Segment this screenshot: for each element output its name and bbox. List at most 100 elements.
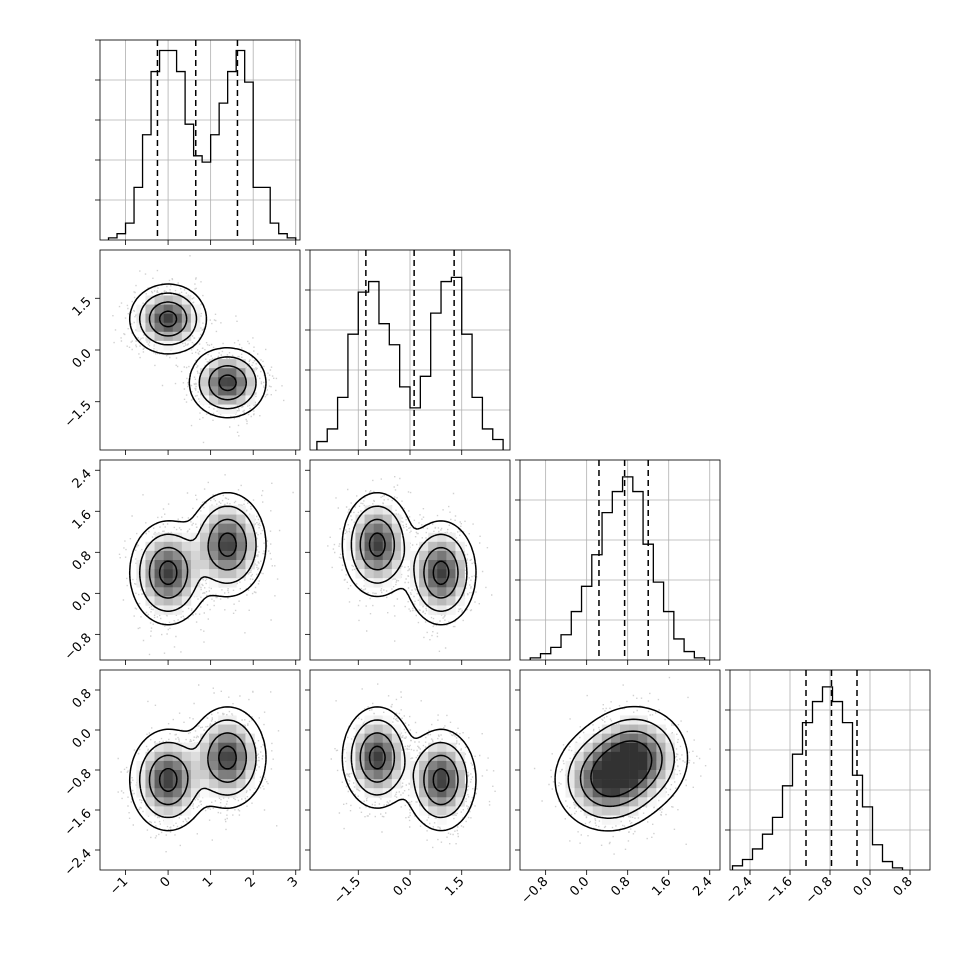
density-cell bbox=[218, 395, 228, 405]
density-cell bbox=[236, 751, 246, 762]
density-cell bbox=[163, 340, 174, 351]
density-cell bbox=[154, 560, 164, 570]
density-cell bbox=[209, 532, 219, 543]
density-cell bbox=[364, 742, 374, 753]
density-cell bbox=[382, 569, 393, 579]
density-cell bbox=[190, 770, 201, 780]
density-cell bbox=[245, 751, 255, 762]
y-tick-label: 1.6 bbox=[70, 508, 95, 533]
density-cell bbox=[647, 770, 657, 780]
density-cell bbox=[200, 395, 210, 405]
density-cell bbox=[209, 569, 219, 579]
panel-content bbox=[330, 683, 496, 849]
density-cell bbox=[355, 523, 365, 534]
contour-line bbox=[148, 732, 248, 806]
scatter-panel-3-1 bbox=[99, 459, 301, 661]
density-cell bbox=[209, 395, 219, 405]
scatter-points bbox=[117, 684, 280, 853]
density-cell bbox=[391, 560, 402, 570]
density-cell bbox=[620, 779, 630, 789]
density-cell bbox=[190, 587, 201, 597]
density-cell bbox=[574, 797, 584, 807]
density-cell bbox=[583, 770, 594, 780]
density-cell bbox=[163, 806, 174, 816]
density-cell bbox=[227, 523, 237, 534]
density-cell bbox=[236, 532, 246, 543]
density-cell bbox=[209, 377, 219, 387]
density-cell bbox=[163, 797, 174, 807]
y-tick-label: −0.8 bbox=[62, 766, 95, 799]
density-cell bbox=[419, 541, 429, 552]
density-cell bbox=[364, 760, 374, 771]
density-cell bbox=[428, 806, 438, 816]
density-cell bbox=[163, 304, 174, 314]
density-cell bbox=[163, 322, 174, 333]
density-cell bbox=[154, 331, 164, 342]
density-cell bbox=[428, 578, 438, 588]
density-cell bbox=[419, 560, 429, 570]
density-cell bbox=[227, 541, 237, 552]
density-cell bbox=[154, 742, 164, 753]
density-cell bbox=[428, 587, 438, 597]
density-cell bbox=[647, 797, 657, 807]
scatter-panel-4-2 bbox=[309, 669, 511, 871]
density-cell bbox=[373, 541, 384, 552]
histogram-step bbox=[316, 276, 504, 450]
density-cell bbox=[638, 779, 648, 789]
density-cell bbox=[181, 779, 192, 789]
histogram-panel-3 bbox=[519, 459, 721, 661]
contour-line bbox=[138, 292, 257, 410]
density-cell bbox=[656, 770, 666, 780]
density-cell bbox=[382, 770, 393, 780]
density-cell bbox=[437, 770, 447, 780]
density-cell bbox=[154, 605, 164, 615]
density-cell bbox=[428, 751, 438, 762]
density-cell bbox=[601, 733, 612, 744]
density-cell bbox=[610, 806, 621, 816]
density-cell bbox=[145, 587, 155, 597]
density-cell bbox=[181, 578, 192, 588]
density-cell bbox=[583, 806, 594, 816]
panel-background bbox=[100, 40, 300, 240]
density-cell bbox=[355, 779, 365, 789]
density-cell bbox=[145, 304, 155, 314]
density-cell bbox=[647, 742, 657, 753]
density-cell bbox=[236, 386, 246, 396]
x-tick-label: 1 bbox=[200, 874, 216, 890]
density-cell bbox=[382, 751, 393, 762]
density-cell bbox=[227, 560, 237, 570]
density-cell bbox=[610, 733, 621, 744]
density-cell bbox=[455, 560, 465, 570]
density-cell bbox=[236, 779, 246, 789]
density-cell bbox=[181, 596, 192, 606]
density-cell bbox=[163, 770, 174, 780]
density-cell bbox=[245, 550, 255, 561]
density-cell bbox=[446, 569, 456, 579]
density-cell bbox=[428, 770, 438, 780]
density-cell bbox=[163, 815, 174, 825]
density-cell bbox=[455, 760, 465, 771]
density-cell bbox=[446, 751, 456, 762]
density-cell bbox=[245, 733, 255, 744]
density-cell bbox=[163, 313, 174, 324]
density-cell bbox=[583, 779, 594, 789]
density-cell bbox=[346, 760, 356, 771]
density-cell bbox=[565, 770, 575, 780]
density-cell bbox=[172, 779, 183, 789]
density-cell bbox=[373, 779, 384, 789]
density-cell bbox=[638, 770, 648, 780]
density-cell bbox=[355, 514, 365, 524]
density-cell bbox=[172, 541, 183, 552]
density-cell bbox=[355, 770, 365, 780]
density-cell bbox=[373, 560, 384, 570]
density-cell bbox=[200, 770, 210, 780]
density-cell bbox=[209, 724, 219, 734]
density-cell bbox=[163, 779, 174, 789]
histogram-step bbox=[731, 686, 904, 870]
y-tick-label: −2.4 bbox=[62, 846, 95, 879]
density-cell bbox=[181, 331, 192, 342]
contour-line bbox=[554, 705, 689, 832]
density-cell bbox=[410, 788, 420, 798]
density-cell bbox=[209, 359, 219, 369]
density-cell bbox=[455, 550, 465, 561]
